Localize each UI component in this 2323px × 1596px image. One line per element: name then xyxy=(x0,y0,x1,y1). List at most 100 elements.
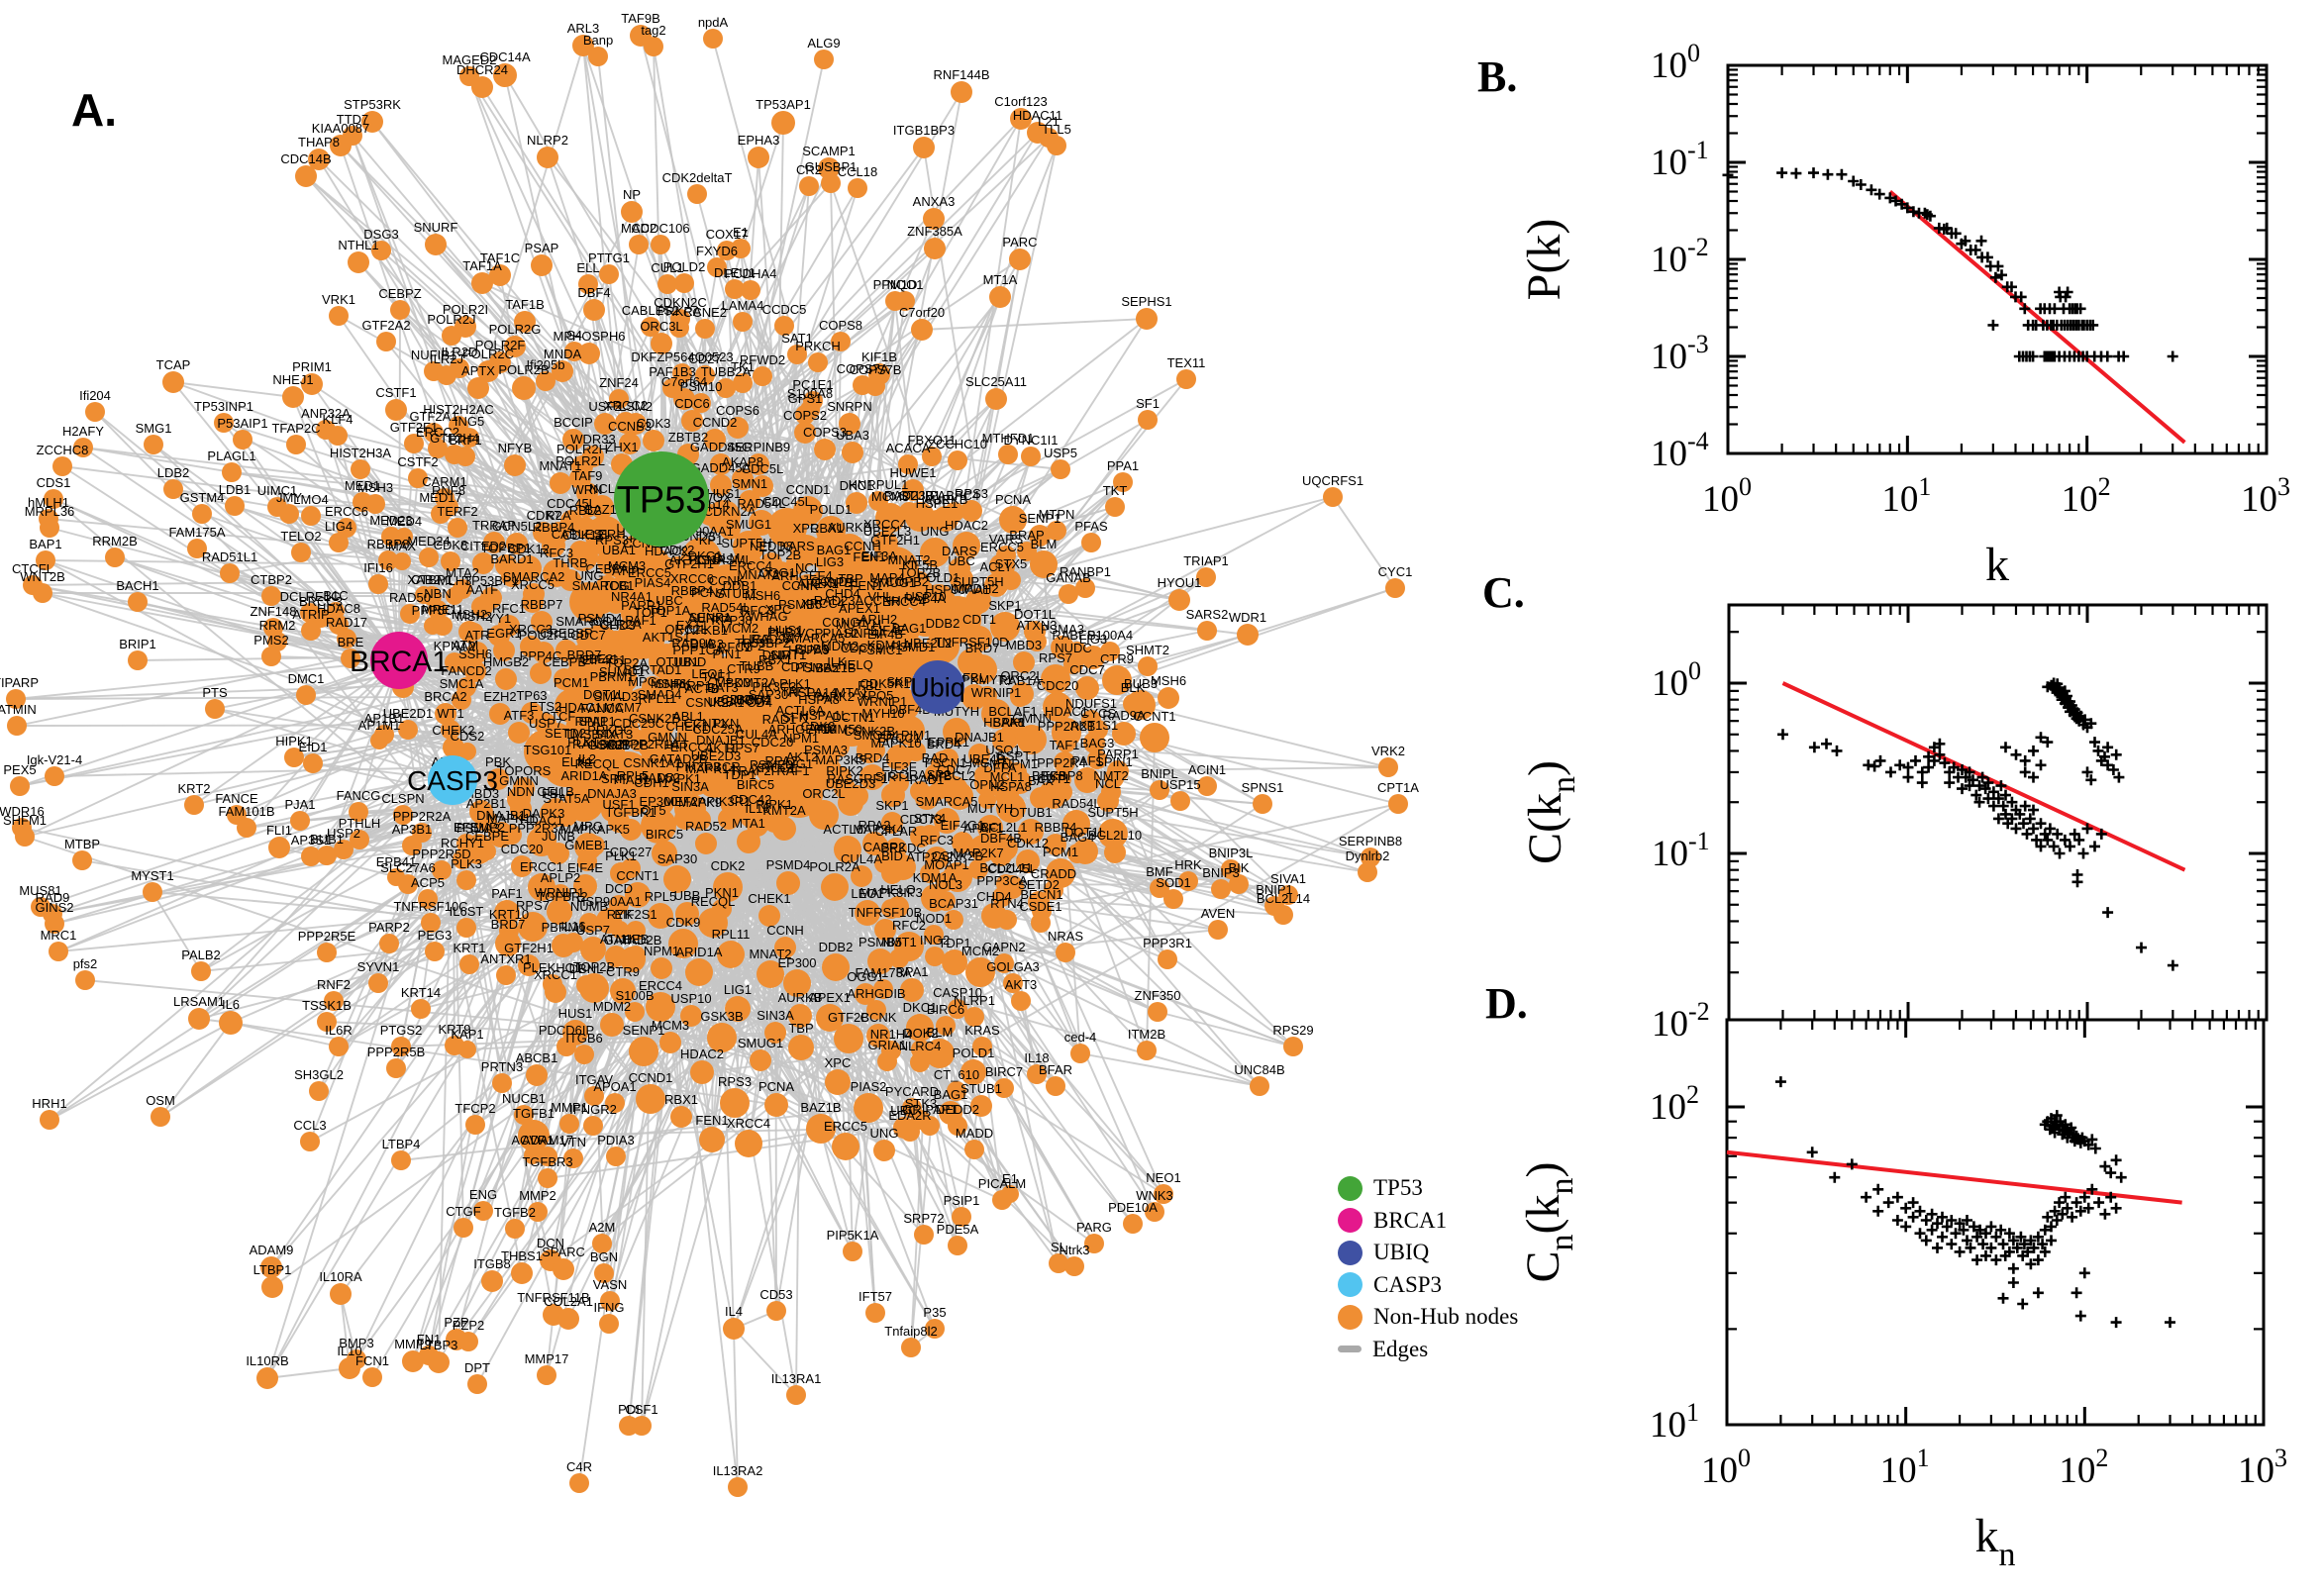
network-node[interactable] xyxy=(330,1283,352,1305)
network-node[interactable] xyxy=(233,430,252,449)
network-node[interactable] xyxy=(317,846,337,865)
network-node[interactable] xyxy=(425,942,445,961)
network-node[interactable] xyxy=(537,147,558,168)
network-node[interactable] xyxy=(512,376,536,400)
network-node[interactable] xyxy=(425,234,447,255)
network-node[interactable] xyxy=(1250,1076,1269,1096)
network-node[interactable] xyxy=(1009,249,1031,270)
network-node[interactable] xyxy=(219,1011,243,1035)
network-node[interactable] xyxy=(537,1365,556,1385)
network-node[interactable] xyxy=(467,1374,487,1394)
network-node[interactable] xyxy=(911,319,933,341)
network-node[interactable] xyxy=(188,1008,210,1030)
network-node[interactable] xyxy=(1056,943,1075,962)
network-node[interactable] xyxy=(33,583,52,603)
network-node[interactable] xyxy=(538,1168,557,1188)
network-node[interactable] xyxy=(7,716,27,736)
network-node[interactable] xyxy=(569,1473,589,1493)
network-node[interactable] xyxy=(376,332,396,351)
network-node[interactable] xyxy=(687,184,707,204)
network-node[interactable] xyxy=(873,1140,895,1161)
network-node[interactable] xyxy=(144,435,163,454)
network-node[interactable] xyxy=(583,299,605,321)
network-node[interactable] xyxy=(1211,879,1231,899)
network-node[interactable] xyxy=(1105,497,1125,517)
network-node[interactable] xyxy=(85,402,105,422)
network-node[interactable] xyxy=(467,377,489,399)
network-node[interactable] xyxy=(296,685,316,705)
network-node[interactable] xyxy=(764,1093,788,1117)
network-node[interactable] xyxy=(814,50,834,69)
network-node[interactable] xyxy=(771,111,795,135)
network-node[interactable] xyxy=(459,954,479,974)
network-node[interactable] xyxy=(998,445,1018,464)
network-node[interactable] xyxy=(766,1301,786,1321)
network-node[interactable] xyxy=(723,1318,745,1340)
network-node[interactable] xyxy=(1138,410,1158,430)
network-node[interactable] xyxy=(1136,308,1158,330)
network-node[interactable] xyxy=(456,870,476,890)
network-node[interactable] xyxy=(651,957,672,979)
network-node[interactable] xyxy=(10,776,30,796)
network-node[interactable] xyxy=(329,533,349,552)
network-node[interactable] xyxy=(458,1332,478,1351)
network-node[interactable] xyxy=(301,506,321,526)
network-node[interactable] xyxy=(629,1037,658,1066)
network-node[interactable] xyxy=(948,1236,967,1255)
network-node[interactable] xyxy=(651,235,670,254)
network-node[interactable] xyxy=(291,543,311,562)
network-node[interactable] xyxy=(237,818,256,838)
network-node[interactable] xyxy=(741,280,760,300)
network-node[interactable] xyxy=(832,1133,859,1160)
network-node[interactable] xyxy=(1046,1076,1065,1096)
network-node[interactable] xyxy=(843,1242,862,1261)
network-node[interactable] xyxy=(456,918,476,938)
network-node[interactable] xyxy=(825,1069,851,1095)
network-node[interactable] xyxy=(105,548,125,567)
network-node[interactable] xyxy=(295,165,317,187)
network-node[interactable] xyxy=(448,518,467,538)
network-node[interactable] xyxy=(465,1115,485,1135)
network-node[interactable] xyxy=(1197,621,1217,641)
network-node[interactable] xyxy=(411,999,431,1019)
network-node[interactable] xyxy=(1158,687,1179,709)
network-node[interactable] xyxy=(1378,757,1398,777)
network-node[interactable] xyxy=(552,934,575,957)
network-node[interactable] xyxy=(222,462,242,482)
network-node[interactable] xyxy=(370,732,388,749)
network-node[interactable] xyxy=(379,934,399,953)
network-node[interactable] xyxy=(599,1314,619,1334)
network-node[interactable] xyxy=(914,1225,934,1245)
network-node[interactable] xyxy=(753,366,772,386)
network-node[interactable] xyxy=(1170,791,1190,811)
network-node[interactable] xyxy=(368,973,388,993)
network-node[interactable] xyxy=(599,264,619,284)
network-node[interactable] xyxy=(75,970,95,990)
network-node[interactable] xyxy=(348,251,369,273)
network-node[interactable] xyxy=(442,326,461,346)
network-node[interactable] xyxy=(458,1041,476,1058)
network-node[interactable] xyxy=(695,319,715,339)
network-node[interactable] xyxy=(913,137,935,158)
network-node[interactable] xyxy=(505,1219,525,1239)
network-node[interactable] xyxy=(508,722,530,744)
network-node[interactable] xyxy=(737,830,760,853)
network-node[interactable] xyxy=(454,1218,473,1238)
network-node[interactable] xyxy=(842,442,863,463)
network-node[interactable] xyxy=(531,254,553,276)
network-node[interactable] xyxy=(329,1037,349,1056)
network-node[interactable] xyxy=(621,201,643,223)
network-node[interactable] xyxy=(865,1303,885,1323)
network-node[interactable] xyxy=(496,965,516,985)
network-node[interactable] xyxy=(433,616,453,636)
network-node[interactable] xyxy=(735,1130,762,1157)
network-node[interactable] xyxy=(279,504,299,524)
network-node[interactable] xyxy=(40,1110,59,1130)
network-node[interactable] xyxy=(964,1140,984,1159)
network-node[interactable] xyxy=(290,811,310,831)
network-node[interactable] xyxy=(985,388,1007,410)
network-node[interactable] xyxy=(481,1270,503,1292)
network-node[interactable] xyxy=(151,1107,170,1127)
network-node[interactable] xyxy=(328,426,348,446)
network-node[interactable] xyxy=(606,1147,626,1166)
